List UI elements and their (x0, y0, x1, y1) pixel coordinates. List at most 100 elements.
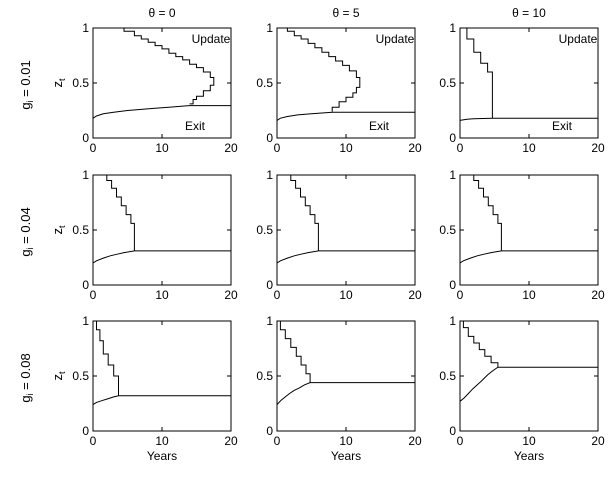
panel-2-1: 0 10 20 0 0.5 1 zt gi = 0.04 (18, 168, 238, 302)
panel-3-3: 0 10 20 0 0.5 1 Years (439, 314, 605, 463)
annotation-update: Update (559, 32, 598, 46)
x-tick-label: 10 (155, 288, 169, 302)
exit-boundary-line (459, 366, 598, 402)
y-tick-label: 0.5 (439, 223, 456, 237)
update-boundary-line (286, 28, 361, 112)
x-tick-label: 10 (522, 141, 536, 155)
exit-boundary-line (92, 105, 231, 119)
x-tick-label: 20 (224, 141, 238, 155)
x-tick-label: 20 (591, 288, 605, 302)
exit-boundary-line (276, 111, 415, 121)
update-boundary-line (473, 175, 502, 251)
column-title: θ = 5 (332, 6, 359, 20)
x-tick-label: 0 (457, 288, 464, 302)
y-tick-label: 1 (449, 314, 456, 328)
x-tick-label: 10 (522, 288, 536, 302)
update-boundary-line (96, 321, 119, 396)
column-title: θ = 10 (512, 6, 546, 20)
y-tick-label: 1 (82, 314, 89, 328)
row-label: gi = 0.08 (18, 353, 35, 402)
y-tick-label: 0 (82, 424, 89, 438)
axes-box (276, 320, 416, 432)
y-tick-label: 0 (266, 131, 273, 145)
y-axis-label: zt (50, 225, 67, 235)
x-tick-label: 10 (155, 141, 169, 155)
y-axis-label: zt (50, 371, 67, 381)
exit-boundary-line (276, 250, 415, 264)
x-tick-label: 0 (90, 434, 97, 448)
y-tick-label: 1 (449, 168, 456, 182)
x-tick-label: 10 (522, 434, 536, 448)
x-tick-label: 0 (90, 141, 97, 155)
x-tick-label: 0 (457, 434, 464, 448)
row-label: gi = 0.04 (18, 207, 35, 256)
x-tick-label: 10 (155, 434, 169, 448)
update-boundary-line (462, 321, 499, 368)
panel-1-3: 0 10 20 0 0.5 1 Update Exit θ = 10 (439, 6, 605, 155)
y-tick-label: 0.5 (439, 76, 456, 90)
x-tick-label: 20 (408, 288, 422, 302)
column-title: θ = 0 (148, 6, 175, 20)
exit-boundary-line (459, 117, 598, 121)
x-tick-label: 0 (274, 434, 281, 448)
axes-box (276, 174, 416, 286)
y-tick-label: 1 (266, 21, 273, 35)
x-tick-label: 20 (224, 288, 238, 302)
y-tick-label: 0 (449, 424, 456, 438)
panel-1-2: 0 10 20 0 0.5 1 Update Exit θ = 5 (256, 6, 422, 155)
annotation-exit: Exit (369, 119, 390, 133)
axes-box (92, 174, 232, 286)
y-tick-label: 0.5 (256, 369, 273, 383)
y-tick-label: 0.5 (439, 369, 456, 383)
axes-box (459, 174, 599, 286)
y-tick-label: 1 (82, 21, 89, 35)
y-tick-label: 0 (449, 131, 456, 145)
row-label: gi = 0.01 (18, 60, 35, 109)
x-tick-label: 10 (339, 288, 353, 302)
panel-1-1: 0 10 20 0 0.5 1 Update Exit θ = 0 zt gi = 0.01 (18, 6, 238, 155)
y-tick-label: 0 (266, 278, 273, 292)
y-tick-label: 0 (266, 424, 273, 438)
x-axis-label: Years (331, 449, 361, 463)
y-tick-label: 1 (82, 168, 89, 182)
y-tick-label: 1 (449, 21, 456, 35)
annotation-update: Update (192, 32, 231, 46)
y-tick-label: 0.5 (72, 369, 89, 383)
y-tick-label: 0 (449, 278, 456, 292)
update-boundary-line (106, 175, 135, 251)
exit-boundary-line (92, 395, 231, 406)
y-tick-label: 0 (82, 131, 89, 145)
y-tick-label: 0.5 (72, 76, 89, 90)
x-axis-label: Years (514, 449, 544, 463)
y-axis-label: zt (50, 78, 67, 88)
panel-2-2: 0 10 20 0 0.5 1 (256, 168, 422, 302)
exit-boundary-line (459, 250, 598, 264)
x-tick-label: 0 (90, 288, 97, 302)
x-tick-label: 20 (591, 141, 605, 155)
update-boundary-line (279, 321, 311, 383)
panel-2-3: 0 10 20 0 0.5 1 (439, 168, 605, 302)
annotation-update: Update (376, 32, 415, 46)
y-tick-label: 0.5 (72, 223, 89, 237)
exit-boundary-line (92, 250, 231, 264)
x-tick-label: 10 (339, 141, 353, 155)
x-tick-label: 0 (274, 288, 281, 302)
x-axis-label: Years (147, 449, 177, 463)
annotation-exit: Exit (185, 119, 206, 133)
annotation-exit: Exit (552, 119, 573, 133)
panel-3-1: 0 10 20 0 0.5 1 Years zt gi = 0.08 (18, 314, 238, 463)
x-tick-label: 10 (339, 434, 353, 448)
y-tick-label: 0 (82, 278, 89, 292)
y-tick-label: 1 (266, 314, 273, 328)
update-boundary-line (466, 28, 493, 119)
panel-3-2: 0 10 20 0 0.5 1 Years (256, 314, 422, 463)
x-tick-label: 20 (591, 434, 605, 448)
update-boundary-line (123, 28, 215, 105)
update-boundary-line (290, 175, 319, 251)
axes-box (459, 320, 599, 432)
y-tick-label: 0.5 (256, 76, 273, 90)
x-tick-label: 20 (408, 434, 422, 448)
x-tick-label: 20 (408, 141, 422, 155)
x-tick-label: 0 (457, 141, 464, 155)
